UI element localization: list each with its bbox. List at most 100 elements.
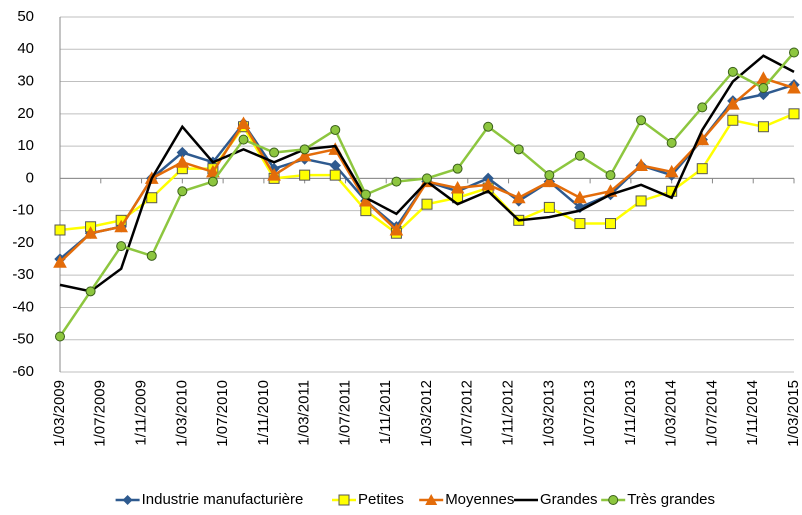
marker	[146, 250, 157, 261]
marker	[664, 164, 679, 178]
marker	[787, 80, 801, 94]
series-line	[58, 51, 795, 338]
marker	[450, 181, 465, 194]
marker	[389, 222, 404, 236]
marker	[757, 121, 769, 133]
marker	[483, 121, 494, 132]
marker	[727, 114, 739, 126]
marker	[452, 163, 463, 174]
marker	[83, 226, 98, 239]
marker	[543, 201, 555, 213]
legend-marker	[608, 495, 619, 505]
marker	[727, 66, 738, 77]
marker	[634, 158, 648, 171]
marker	[53, 255, 67, 268]
x-tick-label: 1/11/2011	[377, 380, 394, 445]
marker	[481, 177, 496, 191]
marker	[116, 241, 127, 252]
y-tick-label: -50	[12, 331, 34, 348]
x-tick-label: 1/07/2013	[581, 380, 598, 447]
x-tick-label: 1/03/2015	[785, 380, 802, 447]
legend-marker	[425, 494, 438, 505]
x-tick-label: 1/03/2010	[173, 380, 190, 447]
marker	[391, 176, 402, 187]
x-tick-label: 1/07/2011	[336, 380, 353, 446]
legend-marker	[122, 495, 133, 505]
marker	[696, 163, 708, 175]
legend-label: Industrie manufacturière	[142, 491, 304, 508]
legend-label: Très grandes	[627, 491, 715, 508]
legend-item: Moyennes	[419, 491, 514, 508]
marker	[267, 168, 281, 181]
marker	[146, 192, 158, 204]
y-tick-label: 30	[17, 73, 34, 90]
y-tick-label: 40	[17, 40, 34, 57]
marker	[542, 174, 557, 188]
legend-item: Grandes	[514, 491, 598, 508]
y-tick-label: 10	[17, 137, 34, 154]
series	[55, 47, 799, 342]
marker	[758, 83, 769, 93]
marker	[605, 218, 616, 230]
y-tick-label: -40	[12, 298, 34, 315]
marker	[513, 144, 524, 155]
marker	[725, 97, 740, 110]
marker	[788, 108, 800, 120]
marker	[573, 190, 587, 204]
marker	[114, 219, 129, 233]
x-tick-label: 1/03/2013	[540, 380, 557, 447]
y-tick-label: -60	[12, 363, 34, 380]
y-tick-label: 0	[26, 169, 34, 186]
marker	[207, 176, 218, 187]
marker	[54, 224, 66, 236]
x-tick-label: 1/07/2014	[703, 380, 720, 447]
x-tick-label: 1/03/2012	[418, 380, 435, 447]
marker	[85, 286, 96, 297]
series	[53, 71, 801, 268]
x-tick-label: 1/03/2011	[296, 380, 313, 446]
marker	[636, 115, 647, 126]
marker	[299, 169, 311, 181]
marker	[605, 170, 616, 181]
x-tick-label: 1/11/2010	[255, 380, 272, 446]
marker	[666, 137, 677, 148]
marker	[236, 116, 251, 129]
marker	[269, 147, 280, 158]
x-tick-label: 1/11/2014	[744, 380, 761, 446]
marker	[421, 198, 433, 210]
marker	[299, 144, 310, 155]
y-tick-label: -20	[12, 234, 34, 251]
marker	[422, 173, 432, 184]
marker	[574, 150, 585, 161]
legend-label: Moyennes	[445, 491, 514, 508]
legend-item: Industrie manufacturière	[115, 491, 304, 508]
x-tick-label: 1/11/2012	[500, 380, 517, 446]
legend-marker	[338, 494, 350, 506]
legend-label: Petites	[358, 491, 404, 508]
x-tick-label: 1/07/2009	[92, 380, 109, 447]
y-tick-label: 50	[17, 8, 34, 25]
x-tick-label: 1/03/2014	[663, 380, 680, 447]
marker	[360, 189, 371, 200]
marker	[360, 205, 372, 217]
marker	[697, 102, 708, 113]
y-tick-label: -10	[12, 202, 34, 219]
x-tick-label: 1/07/2012	[459, 380, 476, 447]
legend-item: Petites	[332, 491, 404, 508]
x-tick-label: 1/11/2009	[133, 380, 150, 446]
marker	[177, 186, 188, 197]
legend-item: Très grandes	[601, 491, 715, 508]
marker	[574, 218, 586, 230]
y-tick-label: -30	[12, 266, 34, 283]
marker	[297, 148, 312, 162]
marker	[544, 170, 555, 181]
marker	[55, 331, 65, 342]
y-tick-label: 20	[17, 105, 34, 122]
x-tick-label: 1/11/2013	[622, 380, 639, 446]
marker	[789, 47, 799, 58]
marker	[238, 134, 249, 145]
marker	[635, 195, 647, 207]
x-tick-label: 1/03/2009	[51, 380, 68, 447]
marker	[329, 169, 341, 181]
